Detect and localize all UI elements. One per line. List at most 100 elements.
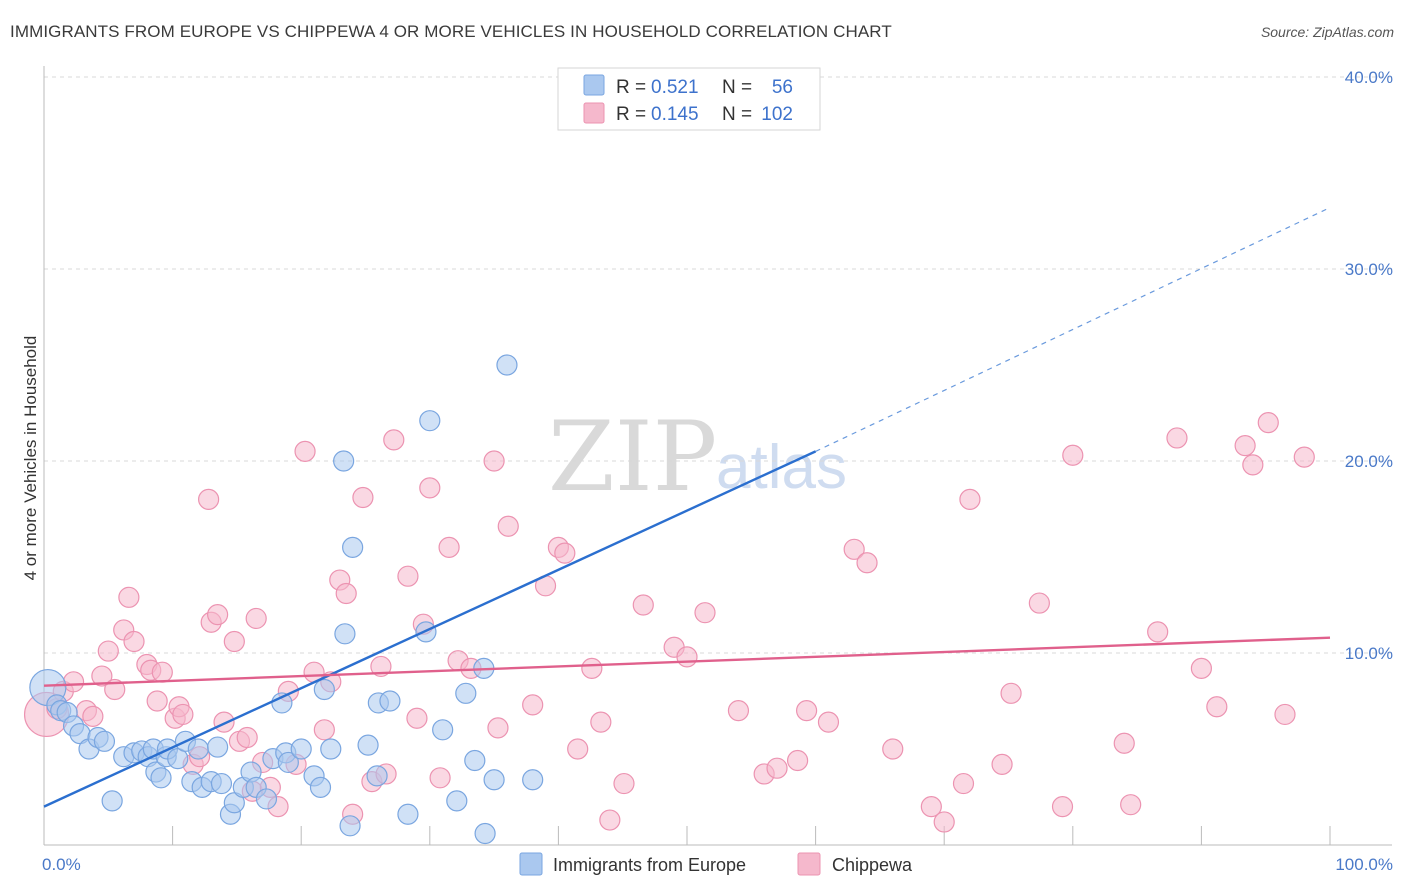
- point-chippewa: [294, 440, 316, 462]
- legend-r-label-pink: R =: [616, 104, 646, 125]
- legend-r-value-blue: 0.521: [651, 77, 699, 98]
- point-chippewa: [786, 749, 809, 772]
- point-chippewa: [522, 694, 544, 716]
- point-chippewa: [856, 552, 878, 574]
- point-immigrants-from-europe: [207, 736, 229, 758]
- point-chippewa: [429, 767, 451, 789]
- point-chippewa: [1166, 427, 1188, 449]
- point-chippewa: [1274, 703, 1296, 726]
- point-chippewa: [487, 717, 509, 739]
- watermark-zip: ZIP: [548, 401, 717, 513]
- point-chippewa: [313, 719, 335, 741]
- point-immigrants-from-europe: [333, 450, 355, 472]
- point-chippewa: [1242, 454, 1264, 476]
- point-chippewa: [676, 646, 698, 668]
- point-immigrants-from-europe: [397, 803, 419, 825]
- point-chippewa: [567, 738, 589, 760]
- bottom-legend-swatch-pink: [797, 852, 821, 876]
- legend: R = 0.521 N = 56 R = 0.145 N = 102: [557, 67, 821, 131]
- point-chippewa: [438, 536, 460, 559]
- point-chippewa: [223, 630, 245, 653]
- legend-n-value-blue: 56: [772, 77, 793, 98]
- point-chippewa: [370, 655, 392, 678]
- point-chippewa: [581, 657, 603, 679]
- legend-n-label-blue: N =: [722, 77, 752, 98]
- point-chippewa: [1206, 696, 1228, 718]
- point-chippewa: [817, 711, 840, 733]
- point-chippewa: [1028, 592, 1050, 614]
- point-chippewa: [1190, 657, 1213, 679]
- point-chippewa: [599, 809, 621, 831]
- point-chippewa: [62, 671, 85, 693]
- point-chippewa: [991, 753, 1013, 775]
- legend-swatch-pink: [583, 102, 605, 124]
- point-chippewa: [198, 488, 220, 510]
- point-immigrants-from-europe: [210, 772, 233, 795]
- point-chippewa: [383, 429, 405, 451]
- point-chippewa: [632, 594, 654, 616]
- point-chippewa: [795, 699, 818, 722]
- y-tick-label: 20.0%: [1345, 452, 1393, 471]
- point-chippewa: [959, 488, 981, 510]
- point-chippewa: [91, 665, 113, 687]
- gridlines: [44, 76, 1392, 654]
- point-chippewa: [613, 772, 635, 795]
- bottom-legend-swatch-blue: [519, 852, 543, 876]
- point-immigrants-from-europe: [93, 730, 116, 752]
- point-chippewa: [207, 603, 229, 626]
- point-immigrants-from-europe: [277, 751, 299, 774]
- legend-n-value-pink: 102: [761, 104, 793, 125]
- point-immigrants-from-europe: [255, 788, 278, 810]
- point-chippewa: [352, 486, 374, 509]
- trend-line-immigrants-from-europe: [43, 450, 817, 808]
- point-chippewa: [554, 542, 576, 564]
- point-immigrants-from-europe: [446, 790, 468, 812]
- point-immigrants-from-europe: [496, 354, 518, 376]
- point-chippewa: [123, 630, 145, 653]
- point-chippewa: [933, 811, 955, 833]
- bottom-legend-label-blue: Immigrants from Europe: [553, 855, 746, 875]
- legend-n-label-pink: N =: [722, 104, 752, 125]
- point-chippewa: [952, 772, 975, 795]
- point-chippewa: [172, 703, 194, 726]
- bottom-legend-label-pink: Chippewa: [832, 855, 913, 875]
- y-tick-label: 30.0%: [1345, 260, 1393, 279]
- trend-line-extension-immigrants-from-europe: [815, 207, 1331, 452]
- point-chippewa: [1000, 682, 1022, 704]
- point-chippewa: [766, 757, 788, 779]
- point-chippewa: [1147, 621, 1169, 643]
- point-immigrants-from-europe: [366, 765, 388, 787]
- point-chippewa: [104, 678, 126, 701]
- point-immigrants-from-europe: [432, 719, 454, 741]
- point-immigrants-from-europe: [167, 747, 189, 770]
- point-chippewa: [920, 795, 942, 818]
- point-chippewa: [694, 602, 716, 624]
- legend-r-label-blue: R =: [616, 77, 646, 98]
- point-chippewa: [146, 690, 168, 712]
- point-chippewa: [727, 699, 750, 722]
- point-immigrants-from-europe: [342, 536, 364, 559]
- point-chippewa: [397, 565, 419, 587]
- x-tick-label: 100.0%: [1335, 855, 1393, 874]
- point-immigrants-from-europe: [290, 738, 312, 760]
- point-chippewa: [1051, 795, 1074, 818]
- point-chippewa: [497, 515, 519, 537]
- point-immigrants-from-europe: [187, 738, 209, 760]
- point-immigrants-from-europe: [101, 790, 123, 812]
- tick-labels: 10.0% 20.0% 30.0% 40.0% 0.0% 100.0%: [42, 68, 1393, 874]
- point-immigrants-from-europe: [379, 690, 401, 712]
- point-chippewa: [82, 705, 104, 727]
- legend-swatch-blue: [583, 74, 605, 96]
- point-immigrants-from-europe: [150, 767, 172, 789]
- point-chippewa: [843, 538, 865, 560]
- point-chippewa: [335, 582, 357, 605]
- point-immigrants-from-europe: [313, 678, 335, 701]
- point-immigrants-from-europe: [419, 410, 441, 432]
- y-axis-label: 4 or more Vehicles in Household: [21, 336, 40, 581]
- legend-r-value-pink: 0.145: [651, 104, 699, 125]
- point-chippewa: [1113, 732, 1135, 754]
- point-chippewa: [590, 711, 612, 733]
- point-immigrants-from-europe: [522, 769, 544, 791]
- point-chippewa: [1062, 444, 1084, 466]
